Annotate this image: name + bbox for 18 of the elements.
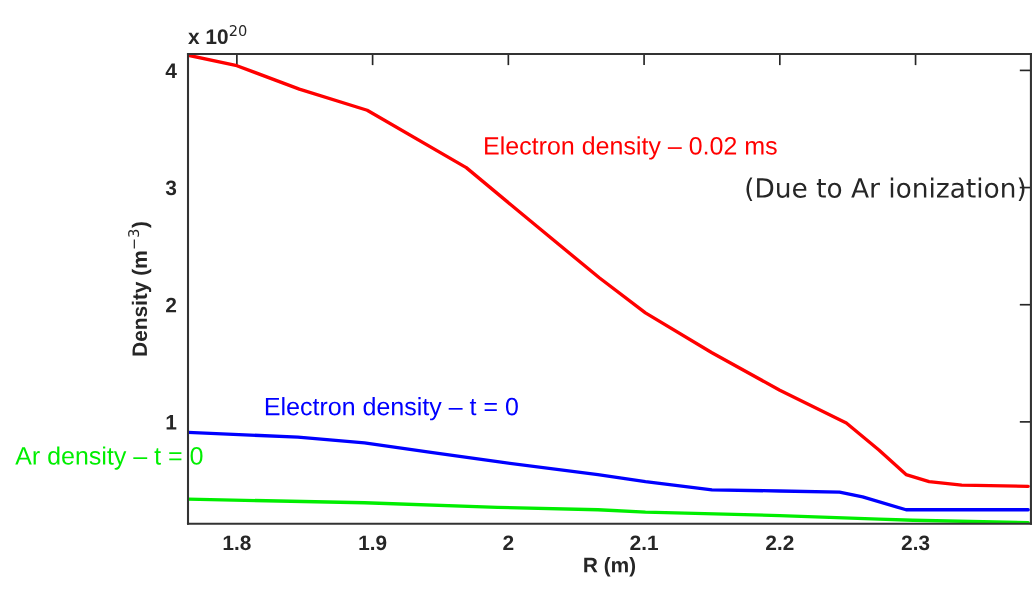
x-tick-label: 2.2: [766, 535, 794, 551]
line-series: [188, 430, 1030, 512]
x-tick-label: 1.9: [359, 535, 387, 551]
series-label: Electron density – 0.02 ms: [485, 136, 777, 160]
x-tick-label: 2.1: [630, 535, 658, 551]
x-axis-title: R (m): [584, 557, 636, 577]
y-tick-label: 2: [166, 297, 177, 313]
text: x 10$^{20}$: [188, 25, 247, 45]
y-tick-label: 4: [165, 63, 177, 78]
x-tick-label: 1.8: [223, 535, 251, 551]
x-tick-label: 2.3: [901, 535, 930, 551]
y-tick-label: 1: [166, 415, 177, 430]
annotation: (Due to Ar ionization): [746, 177, 1025, 201]
series-label: Electron density – t = 0: [265, 397, 518, 421]
y-tick-label: 3: [165, 180, 177, 196]
x-tick-label: 2: [503, 535, 514, 551]
series-label: Ar density – t = 0: [15, 446, 203, 470]
y-axis-title: Density (m$^{−3}$): [128, 222, 152, 356]
